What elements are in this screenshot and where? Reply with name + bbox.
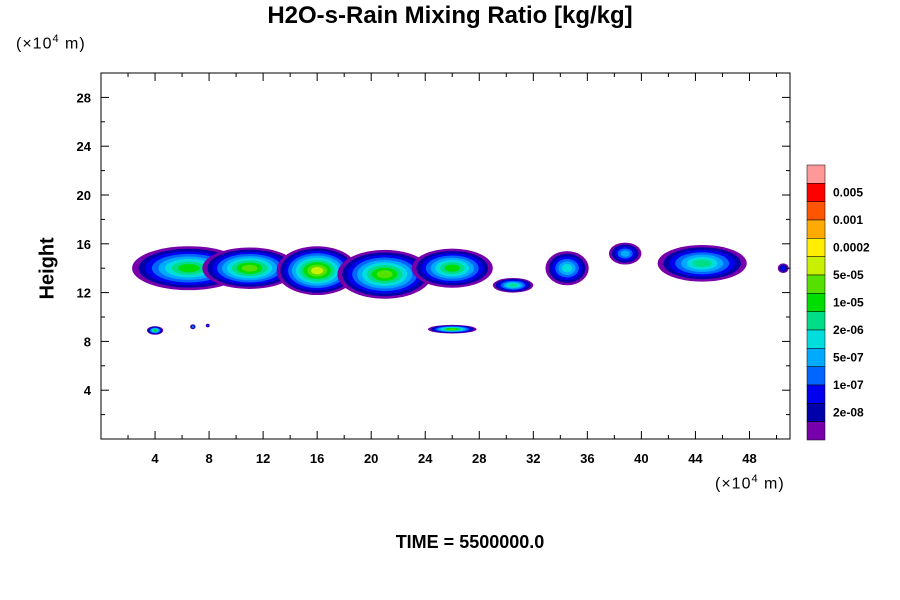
contour-band	[207, 324, 209, 327]
cloud-cell	[202, 247, 297, 289]
y-tick-label: 16	[77, 237, 91, 252]
plot-frame	[100, 72, 791, 440]
cloud-cell	[276, 246, 358, 296]
cloud-cell	[608, 242, 642, 265]
x-tick-label: 28	[472, 451, 486, 466]
colorbar-swatch	[806, 238, 826, 257]
y-tick-label: 8	[84, 334, 91, 349]
x-unit-exponent: 4	[751, 473, 759, 485]
cloud-cell	[337, 249, 432, 299]
colorbar-swatch	[806, 329, 826, 349]
colorbar-label: 5e-05	[833, 268, 864, 282]
plot-area	[132, 242, 789, 335]
x-unit-base: (×10	[715, 475, 752, 493]
contour-band	[192, 326, 194, 328]
cloud-cell	[492, 277, 534, 293]
colorbar-label: 2e-08	[833, 406, 864, 420]
colorbar-swatch	[806, 183, 826, 202]
cloud-cell	[190, 324, 196, 330]
colorbar-label: 0.0002	[833, 241, 870, 255]
y-tick-label: 12	[77, 286, 91, 301]
y-unit-exponent: 4	[52, 33, 60, 45]
colorbar: 0.005 0.001 0.0002 5e-05 1e-05 2e-06 5e-07 1e-0…	[806, 164, 870, 441]
y-tick-label: 4	[84, 383, 92, 398]
contour-band	[448, 328, 457, 330]
time-label: TIME = 5500000.0	[395, 532, 545, 552]
x-tick-label: 16	[310, 451, 324, 466]
contour-band	[692, 259, 712, 268]
colorbar-swatch	[806, 274, 826, 294]
x-axis-unit: (×104 m)	[715, 473, 785, 493]
contour-band	[241, 264, 258, 272]
colorbar-swatch	[806, 403, 826, 422]
contour-band	[153, 329, 157, 332]
cloud-cell	[146, 326, 164, 335]
cloud-cell	[205, 323, 210, 328]
x-tick-label: 32	[526, 451, 540, 466]
y-axis-unit: (×104 m)	[16, 33, 86, 53]
colorbar-swatch	[806, 384, 826, 404]
cloud-cell	[427, 324, 477, 334]
contour-band	[444, 264, 460, 272]
contour-band	[376, 270, 393, 279]
colorbar-swatch	[806, 348, 826, 367]
colorbar-swatch	[806, 366, 826, 386]
colorbar-swatch	[806, 421, 826, 441]
colorbar-label: 0.001	[833, 213, 863, 227]
x-tick-label: 36	[580, 451, 594, 466]
colorbar-label: 5e-07	[833, 351, 864, 365]
x-tick-label: 12	[256, 451, 270, 466]
contour-band	[780, 266, 786, 271]
cloud-cell	[777, 263, 789, 274]
y-tick-label: 24	[77, 139, 92, 154]
chart-title: H2O-s-Rain Mixing Ratio [kg/kg]	[267, 2, 633, 29]
colorbar-swatch	[806, 293, 826, 312]
x-tick-label: 20	[364, 451, 378, 466]
contour-band	[178, 264, 200, 273]
x-unit-suffix: m)	[758, 475, 785, 493]
colorbar-label: 0.005	[833, 186, 863, 200]
y-tick-label: 28	[77, 90, 91, 105]
x-tick-label: 4	[151, 451, 159, 466]
x-tick-label: 8	[205, 451, 212, 466]
colorbar-swatch	[806, 256, 826, 276]
x-tick-label: 40	[634, 451, 648, 466]
colorbar-label: 1e-05	[833, 296, 864, 310]
y-unit-base: (×10	[16, 35, 53, 53]
cloud-cell	[411, 248, 493, 288]
x-tick-label: 44	[688, 451, 703, 466]
contour-band	[311, 266, 324, 275]
colorbar-swatch	[806, 311, 826, 331]
x-tick-label: 24	[418, 451, 433, 466]
colorbar-swatch	[806, 164, 826, 184]
cloud-cell	[657, 245, 747, 282]
contour-band	[620, 250, 630, 257]
colorbar-swatch	[806, 219, 826, 239]
contour-band	[508, 283, 518, 287]
cloud-cell	[545, 251, 589, 286]
colorbar-label: 2e-06	[833, 323, 864, 337]
colorbar-swatch	[806, 201, 826, 221]
colorbar-label: 1e-07	[833, 378, 864, 392]
x-tick-label: 48	[742, 451, 756, 466]
y-tick-label: 20	[77, 188, 91, 203]
contour-band	[561, 264, 573, 273]
y-unit-suffix: m)	[59, 35, 86, 53]
